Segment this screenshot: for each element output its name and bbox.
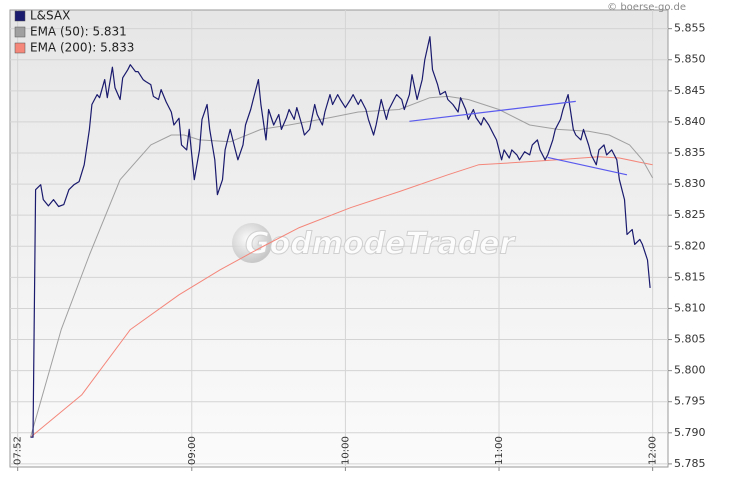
series-line bbox=[409, 100, 576, 122]
y-tick-label: 5.815 bbox=[674, 270, 706, 283]
y-tick-label: 5.845 bbox=[674, 84, 706, 97]
y-tick-label: 5.790 bbox=[674, 426, 706, 439]
y-tick-label: 5.850 bbox=[674, 53, 706, 66]
watermark-text: GodmodeTrader bbox=[245, 227, 516, 262]
y-tick-label: 5.800 bbox=[674, 364, 706, 377]
y-tick-label: 5.785 bbox=[674, 457, 706, 470]
x-tick-label: 07:52 bbox=[13, 436, 24, 465]
y-tick-label: 5.795 bbox=[674, 395, 706, 408]
legend-label: EMA (200): 5.833 bbox=[30, 41, 134, 55]
y-tick-label: 5.840 bbox=[674, 115, 706, 128]
series-line bbox=[30, 156, 653, 438]
y-tick-label: 5.825 bbox=[674, 208, 706, 221]
legend-swatch bbox=[14, 10, 26, 22]
series-line bbox=[547, 156, 628, 176]
series bbox=[30, 36, 654, 438]
legend-swatch bbox=[14, 42, 26, 54]
watermark: GodmodeTrader bbox=[232, 223, 517, 263]
x-tick-label: 10:00 bbox=[340, 436, 351, 465]
y-tick-label: 5.805 bbox=[674, 333, 706, 346]
legend-swatch bbox=[14, 26, 26, 38]
legend: L&SAX EMA (50): 5.831 EMA (200): 5.833 bbox=[14, 9, 134, 55]
series-line bbox=[30, 95, 654, 438]
x-tick-label: 11:00 bbox=[494, 436, 505, 465]
y-tick-label: 5.835 bbox=[674, 146, 706, 159]
y-tick-label: 5.810 bbox=[674, 301, 706, 314]
legend-label: L&SAX bbox=[30, 9, 70, 23]
x-tick-label: 09:00 bbox=[187, 436, 198, 465]
grid bbox=[10, 10, 672, 471]
watermark-logo bbox=[232, 223, 272, 263]
x-tick-label: 12:00 bbox=[648, 436, 659, 465]
y-tick-label: 5.855 bbox=[674, 22, 706, 35]
series-line bbox=[30, 36, 651, 438]
y-tick-label: 5.830 bbox=[674, 177, 706, 190]
y-tick-label: 5.820 bbox=[674, 239, 706, 252]
legend-label: EMA (50): 5.831 bbox=[30, 25, 127, 39]
source: © boerse-go.de bbox=[607, 2, 686, 13]
plot-area bbox=[9, 9, 669, 468]
